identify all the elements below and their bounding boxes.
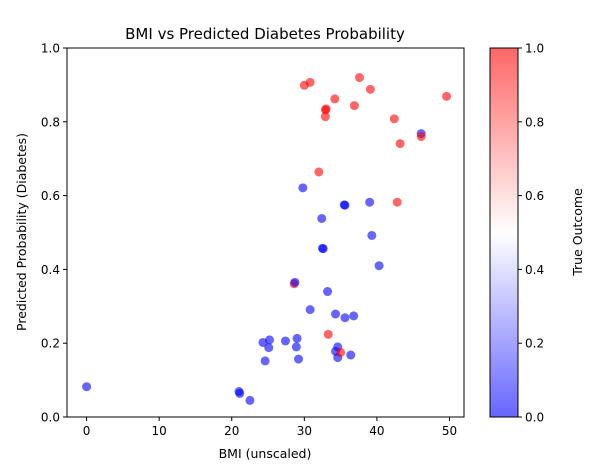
data-point xyxy=(314,167,324,177)
data-point xyxy=(330,94,340,104)
y-tick-label: 0.2 xyxy=(41,337,60,351)
y-axis-ticks: 0.0 0.2 0.4 0.6 0.8 1.0 xyxy=(41,42,67,425)
data-point xyxy=(298,183,308,193)
data-point xyxy=(389,114,399,124)
colorbar-tick-label: 0.4 xyxy=(525,263,544,277)
colorbar-tick-label: 1.0 xyxy=(525,42,544,56)
y-tick-label: 0.8 xyxy=(41,115,60,129)
x-tick-label: 20 xyxy=(224,424,239,438)
data-point xyxy=(235,388,245,398)
data-point xyxy=(354,73,364,83)
data-point xyxy=(392,197,402,207)
data-point xyxy=(340,313,350,323)
data-point xyxy=(374,261,384,271)
y-tick-label: 0.4 xyxy=(41,263,60,277)
data-point xyxy=(349,311,359,321)
data-point xyxy=(317,213,327,223)
data-point xyxy=(323,329,333,339)
data-point xyxy=(294,354,304,364)
data-point xyxy=(323,287,333,297)
data-point xyxy=(305,77,315,87)
colorbar-tick-label: 0.2 xyxy=(525,337,544,351)
chart-title: BMI vs Predicted Diabetes Probability xyxy=(125,25,405,43)
data-point xyxy=(292,333,302,343)
colorbar-tick-label: 0.6 xyxy=(525,189,544,203)
data-point xyxy=(82,382,92,392)
data-point xyxy=(395,139,405,149)
x-tick-label: 40 xyxy=(369,424,384,438)
data-point xyxy=(416,132,426,142)
data-point xyxy=(442,91,452,101)
x-tick-label: 50 xyxy=(442,424,457,438)
data-point xyxy=(346,350,356,360)
data-points xyxy=(82,73,452,405)
colorbar-tick-label: 0.8 xyxy=(525,115,544,129)
x-axis-label: BMI (unscaled) xyxy=(219,446,312,461)
x-axis-ticks: 0 10 20 30 40 50 xyxy=(83,417,457,438)
data-point xyxy=(318,244,328,254)
data-point xyxy=(320,112,330,122)
data-point xyxy=(291,342,301,352)
colorbar xyxy=(490,48,518,417)
data-point xyxy=(331,309,341,319)
x-tick-label: 10 xyxy=(152,424,167,438)
data-point xyxy=(280,336,290,346)
data-point xyxy=(336,347,346,357)
x-tick-label: 0 xyxy=(83,424,91,438)
data-point xyxy=(321,104,331,114)
data-point xyxy=(305,305,315,315)
y-tick-label: 1.0 xyxy=(41,42,60,56)
data-point xyxy=(260,356,270,366)
colorbar-ticks: 0.0 0.2 0.4 0.6 0.8 1.0 xyxy=(518,42,544,425)
plot-frame xyxy=(66,47,465,418)
data-point xyxy=(340,200,350,210)
data-point xyxy=(264,335,274,345)
data-point xyxy=(264,343,274,353)
colorbar-label: True Outcome xyxy=(570,188,585,277)
x-tick-label: 30 xyxy=(297,424,312,438)
data-point xyxy=(245,395,255,405)
y-tick-label: 0.6 xyxy=(41,189,60,203)
data-point xyxy=(365,84,375,94)
data-point xyxy=(290,277,300,287)
colorbar-frame xyxy=(489,47,519,418)
data-point xyxy=(367,230,377,240)
y-axis-label: Predicted Probability (Diabetes) xyxy=(14,133,29,331)
data-point xyxy=(365,197,375,207)
y-tick-label: 0.0 xyxy=(41,411,60,425)
colorbar-tick-label: 0.0 xyxy=(525,411,544,425)
data-point xyxy=(349,101,359,111)
